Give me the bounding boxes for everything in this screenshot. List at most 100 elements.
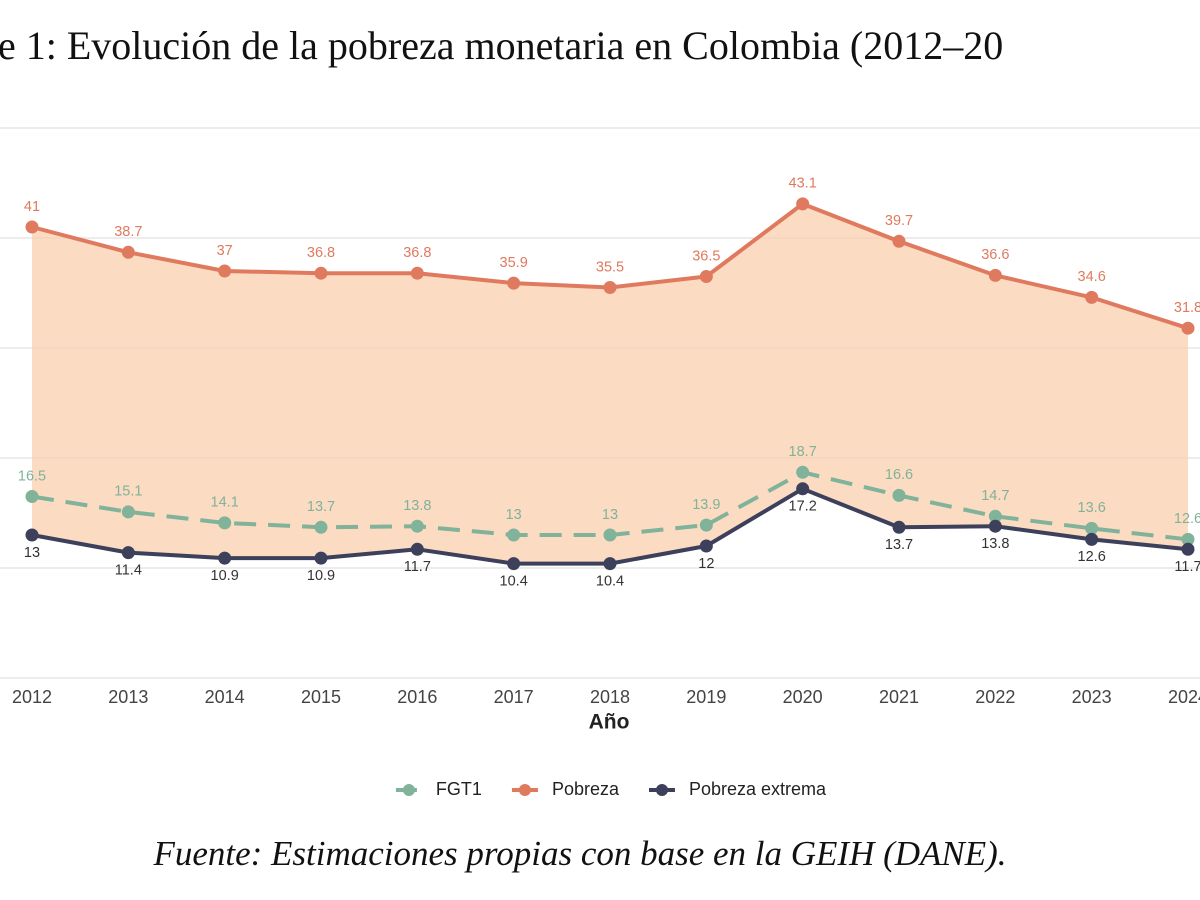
caption: Fuente: Estimaciones propias con base en… [152,834,1006,873]
point [796,482,810,496]
value-label: 12.6 [1078,549,1106,565]
point [892,234,906,248]
value-label: 31.8 [1174,300,1200,316]
value-label: 18.7 [789,444,817,460]
point [507,528,521,542]
point [988,519,1002,533]
poverty-area [32,203,1188,564]
legend-dot [655,784,668,796]
legend-label: FGT1 [436,779,482,799]
value-label: 36.8 [403,245,431,261]
point [121,245,135,259]
x-tick-label: 2019 [686,687,726,707]
point [603,557,617,571]
value-label: 13.8 [403,498,431,514]
value-label: 13 [506,507,522,523]
value-label: 11.4 [115,562,142,578]
x-tick-label: 2018 [590,687,630,707]
value-label: 16.6 [885,467,913,483]
x-tick-label: 2015 [301,687,341,707]
point [218,264,232,278]
point [699,270,713,283]
legend-label: Pobreza extrema [689,779,827,799]
point [410,519,424,533]
point [314,551,328,565]
value-label: 43.1 [789,176,817,192]
legend-dot [402,784,415,796]
legend: FGT1 Pobreza Pobreza extrema [395,779,827,799]
point [988,268,1002,282]
x-tick-label: 2014 [205,687,245,707]
value-label: 13.9 [692,497,720,513]
point [25,528,39,542]
point [121,546,135,560]
value-label: 10.4 [596,573,624,589]
x-tick-label: 2022 [975,687,1015,707]
value-label: 39.7 [885,213,913,229]
point [25,490,39,503]
chart-title: e 1: Evolución de la pobreza monetaria e… [0,23,1003,68]
point [699,518,713,532]
x-tick-label: 2023 [1072,687,1112,707]
point [892,520,906,534]
value-label: 14.1 [211,495,239,511]
x-tick-label: 2016 [397,687,437,707]
x-tick-label: 2020 [783,687,823,707]
value-label: 34.6 [1078,269,1106,285]
x-tick-label: 2017 [494,687,534,707]
value-label: 35.9 [500,255,528,271]
value-label: 13 [24,545,40,561]
x-tick-label: 2012 [12,687,52,707]
point [507,557,521,571]
value-label: 36.8 [307,245,335,261]
value-label: 16.5 [18,468,46,484]
point [218,551,232,565]
value-label: 41 [24,199,40,215]
value-label: 17.2 [789,499,817,515]
point [796,197,810,211]
value-label: 35.5 [596,259,624,275]
x-tick-label: 2021 [879,687,919,707]
value-label: 10.9 [211,568,239,584]
point [218,516,232,530]
point [1085,532,1099,546]
point [507,276,521,290]
point [1181,532,1195,546]
point [1085,290,1099,304]
value-label: 11.7 [404,559,431,575]
value-label: 12.6 [1174,511,1200,527]
value-label: 11.7 [1174,559,1200,575]
point [410,542,424,556]
point [1181,542,1195,556]
value-label: 13.7 [885,537,913,553]
point [603,281,617,294]
x-tick-label: 2013 [108,687,148,707]
legend-dot [518,784,531,796]
value-label: 36.5 [692,248,720,264]
point [1085,521,1099,535]
value-label: 13 [602,507,618,523]
point [1181,321,1195,335]
point [314,520,328,534]
value-label: 13.7 [307,499,335,515]
value-label: 10.4 [500,573,528,589]
point [892,488,906,502]
point [410,266,424,280]
point [314,266,328,280]
value-label: 37 [217,243,233,259]
x-axis-label: Año [589,711,630,734]
value-label: 13.6 [1078,500,1106,516]
value-label: 38.7 [114,224,142,240]
value-label: 14.7 [981,488,1009,504]
value-label: 12 [698,556,714,572]
legend-label: Pobreza [552,779,620,799]
point [603,528,617,542]
value-label: 15.1 [114,484,142,500]
point [796,465,810,479]
point [25,220,39,234]
value-label: 13.8 [981,536,1009,552]
point [121,505,135,519]
value-label: 10.9 [307,568,335,584]
